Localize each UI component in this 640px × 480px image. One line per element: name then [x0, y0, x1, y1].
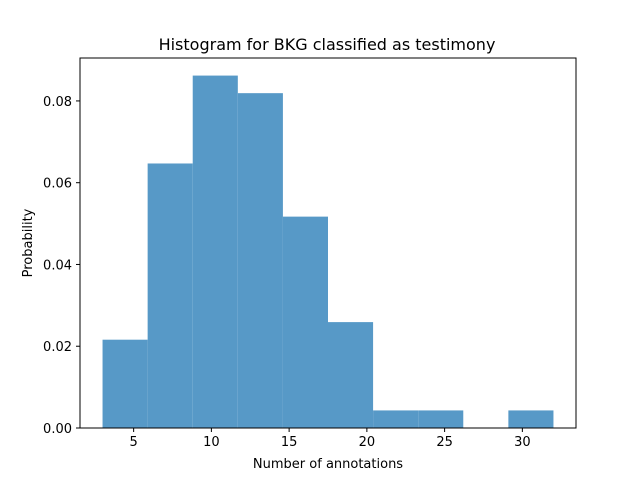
y-tick-label: 0.06 [43, 177, 72, 192]
x-tick-label: 25 [436, 435, 453, 450]
x-tick-label: 30 [514, 435, 531, 450]
y-tick-label: 0.02 [43, 340, 72, 355]
bars-group [102, 75, 554, 429]
x-axis-ticks: 5 10 15 20 25 30 [130, 428, 531, 450]
x-tick-label: 15 [281, 435, 298, 450]
y-tick-label: 0.00 [43, 422, 72, 437]
histogram-bar-0 [102, 339, 148, 428]
y-axis-label: Probability [21, 208, 36, 277]
plot-frame [79, 57, 577, 429]
histogram-bar-2 [192, 75, 238, 428]
x-tick-label: 10 [203, 435, 220, 450]
histogram-bar-6 [373, 410, 419, 428]
x-tick-label: 5 [130, 435, 138, 450]
histogram-bar-4 [282, 216, 328, 428]
y-tick-label: 0.08 [43, 95, 72, 110]
x-axis-label: Number of annotations [253, 457, 403, 472]
histogram-bar-5 [328, 322, 374, 428]
histogram-bar-3 [237, 93, 283, 428]
y-axis-ticks: 0.00 0.02 0.04 0.06 0.08 [43, 95, 80, 437]
y-tick-label: 0.04 [43, 258, 72, 273]
histogram-bar-7 [418, 410, 464, 428]
chart-title: Histogram for BKG classified as testimon… [159, 35, 496, 54]
histogram-bar-9 [508, 410, 554, 428]
x-tick-label: 20 [359, 435, 376, 450]
histogram-bar-1 [147, 163, 193, 429]
